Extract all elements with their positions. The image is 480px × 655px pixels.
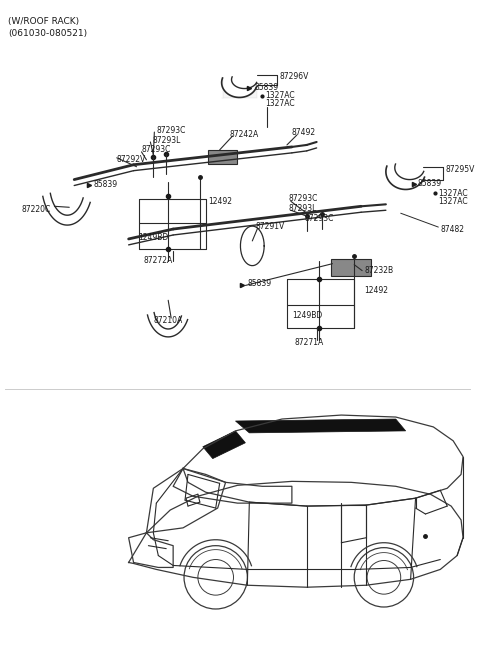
Polygon shape [208, 150, 238, 164]
Text: 85839: 85839 [254, 83, 278, 92]
Text: 87492: 87492 [292, 128, 316, 137]
Text: 87210A: 87210A [154, 316, 182, 325]
Text: 85839: 85839 [94, 180, 118, 189]
Text: 87271A: 87271A [295, 339, 324, 347]
Text: 87293C: 87293C [305, 214, 334, 223]
Text: 87292V: 87292V [117, 155, 146, 164]
Text: 1249BD: 1249BD [292, 310, 322, 320]
Text: 87295V: 87295V [445, 165, 475, 174]
Text: 12492: 12492 [208, 197, 232, 206]
Polygon shape [332, 259, 371, 276]
Text: 1327AC: 1327AC [438, 189, 468, 198]
Text: 12492: 12492 [364, 286, 388, 295]
Text: 1249BD: 1249BD [139, 233, 169, 242]
Text: 87293L: 87293L [289, 204, 317, 213]
Text: 1327AC: 1327AC [265, 99, 295, 108]
Text: 87482: 87482 [440, 225, 464, 234]
Text: 87232B: 87232B [364, 266, 393, 275]
Text: 87293C: 87293C [156, 126, 186, 135]
Text: 85839: 85839 [247, 279, 272, 288]
Polygon shape [203, 431, 245, 458]
Text: 87220C: 87220C [22, 205, 51, 214]
Text: 87293C: 87293C [142, 145, 171, 155]
Text: 87291V: 87291V [255, 221, 285, 231]
Polygon shape [236, 419, 406, 433]
Text: 87272A: 87272A [144, 256, 173, 265]
Text: 87293C: 87293C [289, 194, 318, 203]
Text: (061030-080521): (061030-080521) [8, 29, 87, 37]
Text: 87242A: 87242A [229, 130, 259, 139]
Text: 87293L: 87293L [152, 136, 181, 145]
Text: 87296V: 87296V [279, 72, 308, 81]
Text: 1327AC: 1327AC [265, 91, 295, 100]
Text: 1327AC: 1327AC [438, 197, 468, 206]
Text: (W/ROOF RACK): (W/ROOF RACK) [8, 17, 79, 26]
Text: 85839: 85839 [418, 179, 442, 188]
